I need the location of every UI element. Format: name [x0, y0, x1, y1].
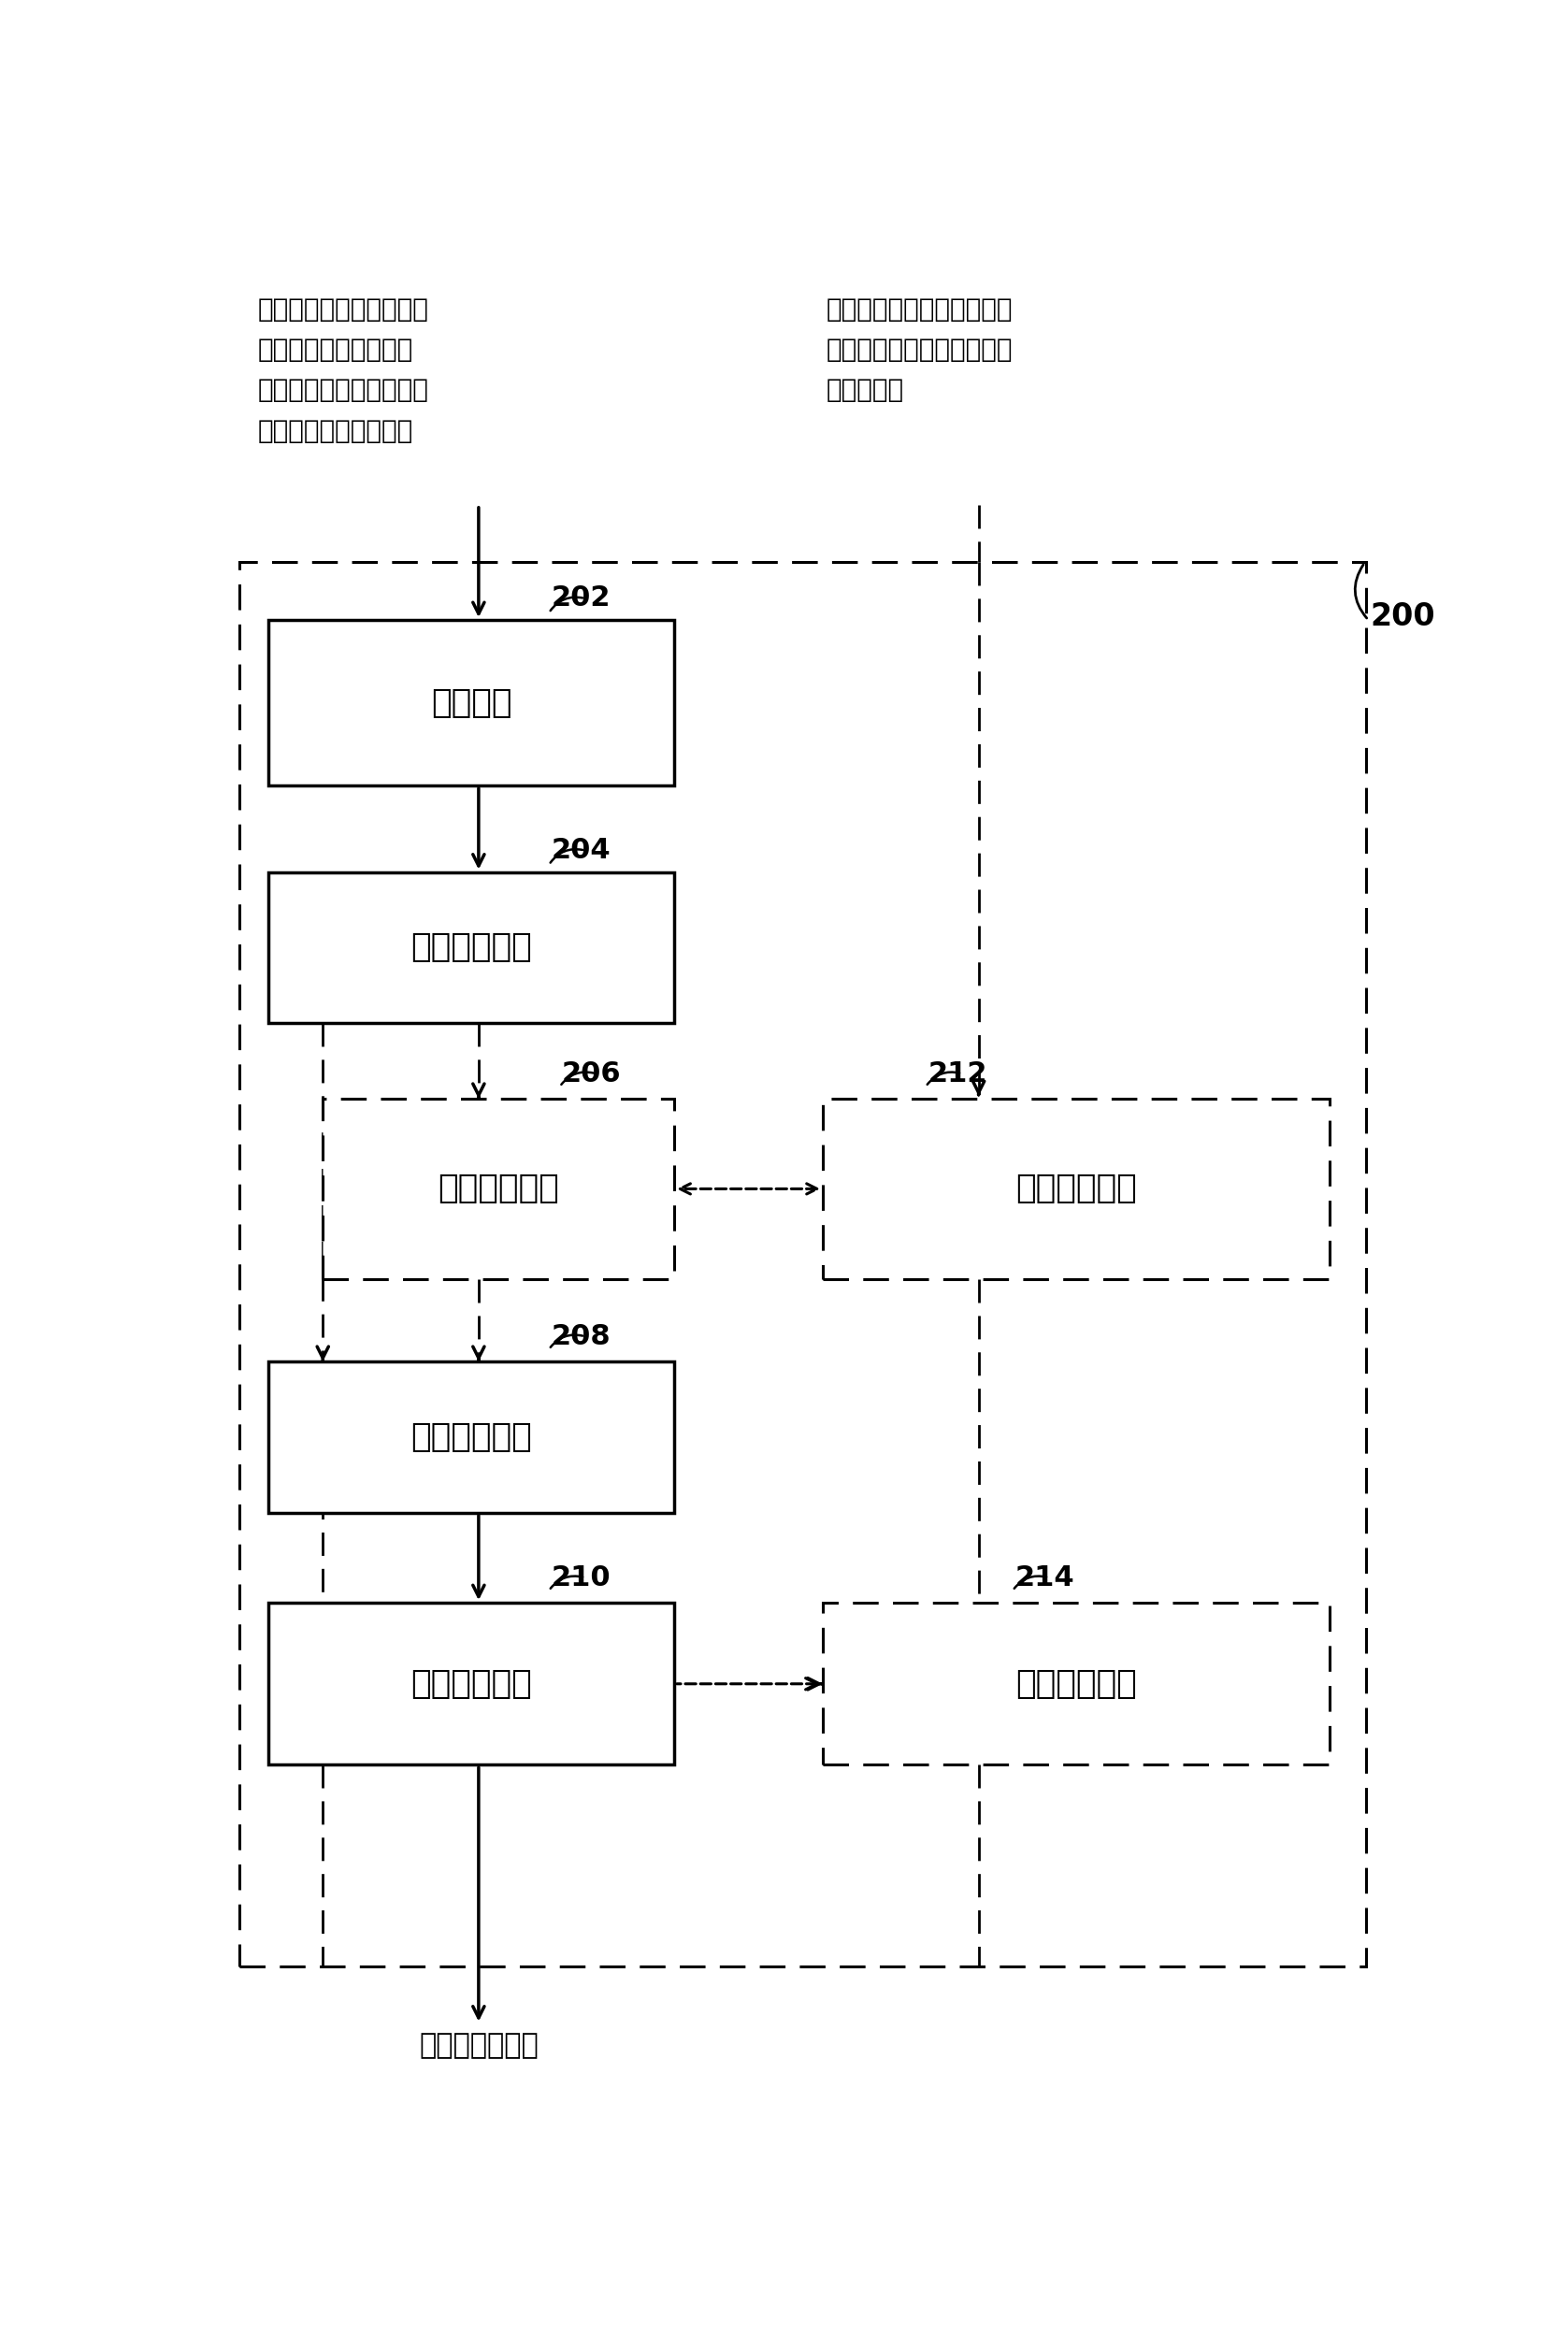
Text: 210: 210: [550, 1563, 610, 1591]
Text: 接收模块: 接收模块: [431, 688, 511, 718]
Text: 212: 212: [928, 1061, 988, 1087]
Text: 音调选择模块: 音调选择模块: [437, 1174, 560, 1204]
Bar: [823, 1603, 1330, 1765]
Text: 200: 200: [1370, 601, 1435, 631]
Text: 206: 206: [561, 1061, 621, 1087]
Text: 经解码信道信息: 经解码信道信息: [419, 2033, 538, 2058]
Text: 信道估计模块: 信道估计模块: [411, 1422, 532, 1453]
Bar: [268, 1603, 674, 1765]
Bar: [268, 1361, 674, 1514]
Bar: [823, 1098, 1330, 1279]
Text: 204: 204: [550, 838, 610, 864]
Text: 208: 208: [550, 1324, 610, 1350]
Bar: [268, 873, 674, 1023]
Text: 音调加权模块: 音调加权模块: [1016, 1174, 1137, 1204]
Text: 202: 202: [550, 584, 610, 613]
Bar: [268, 620, 674, 786]
Text: 干扰估计模块: 干扰估计模块: [1016, 1669, 1137, 1699]
Text: 214: 214: [1014, 1563, 1074, 1591]
Text: 参考信号功率、信道分割、
参考信号冲突、频率偏移，
或其它参数: 参考信号功率、信道分割、 参考信号冲突、频率偏移， 或其它参数: [826, 296, 1013, 404]
Text: 干扰消除模块: 干扰消除模块: [411, 932, 532, 965]
Text: 来自多个基站（例如，毫
微微节点和干扰的宏小
区基站）的具有参考信号
音调和信道信息的信号: 来自多个基站（例如，毫 微微节点和干扰的宏小 区基站）的具有参考信号 音调和信道…: [257, 296, 428, 444]
Text: 信道解码模块: 信道解码模块: [411, 1669, 532, 1699]
Bar: [323, 1098, 674, 1279]
Bar: [240, 563, 1366, 1967]
